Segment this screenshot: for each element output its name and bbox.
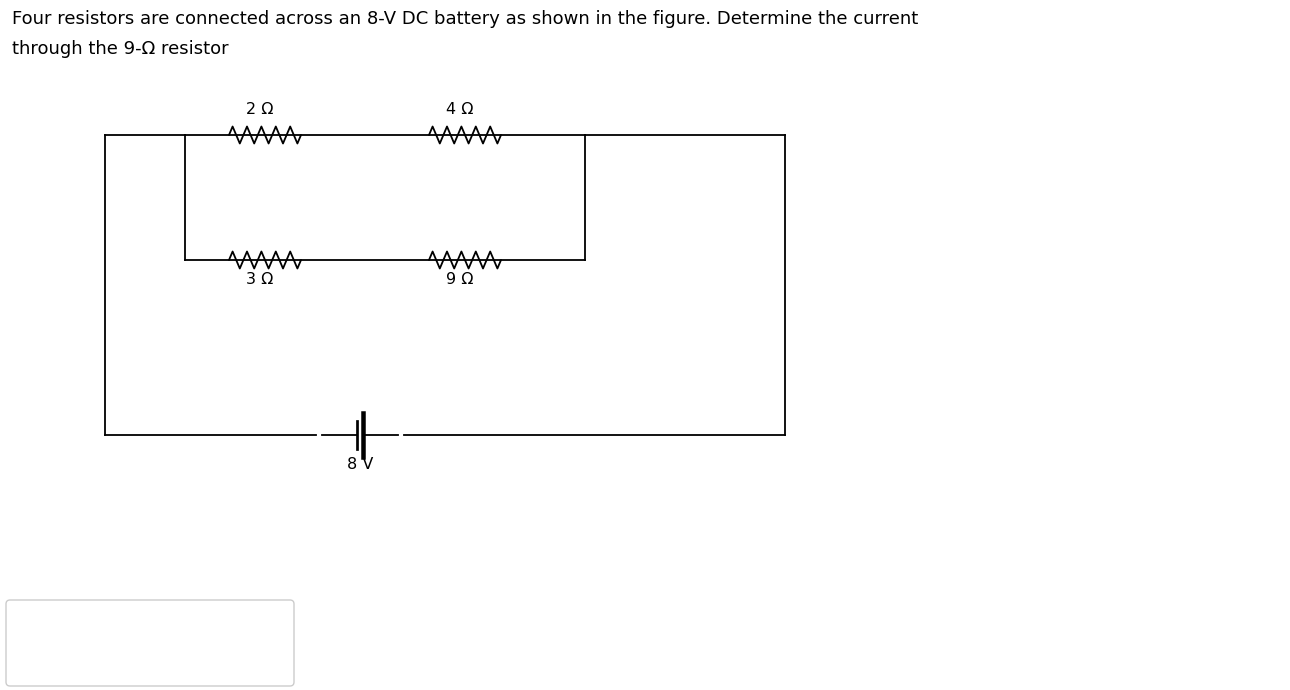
Text: 2 Ω: 2 Ω bbox=[246, 102, 273, 117]
FancyBboxPatch shape bbox=[6, 600, 294, 686]
Text: 3 Ω: 3 Ω bbox=[246, 272, 273, 287]
Text: through the 9-Ω resistor: through the 9-Ω resistor bbox=[12, 40, 228, 58]
Text: 8 V: 8 V bbox=[347, 457, 373, 472]
Text: 9 Ω: 9 Ω bbox=[446, 272, 473, 287]
Text: Four resistors are connected across an 8-V DC battery as shown in the figure. De: Four resistors are connected across an 8… bbox=[12, 10, 918, 28]
Text: 4 Ω: 4 Ω bbox=[446, 102, 473, 117]
